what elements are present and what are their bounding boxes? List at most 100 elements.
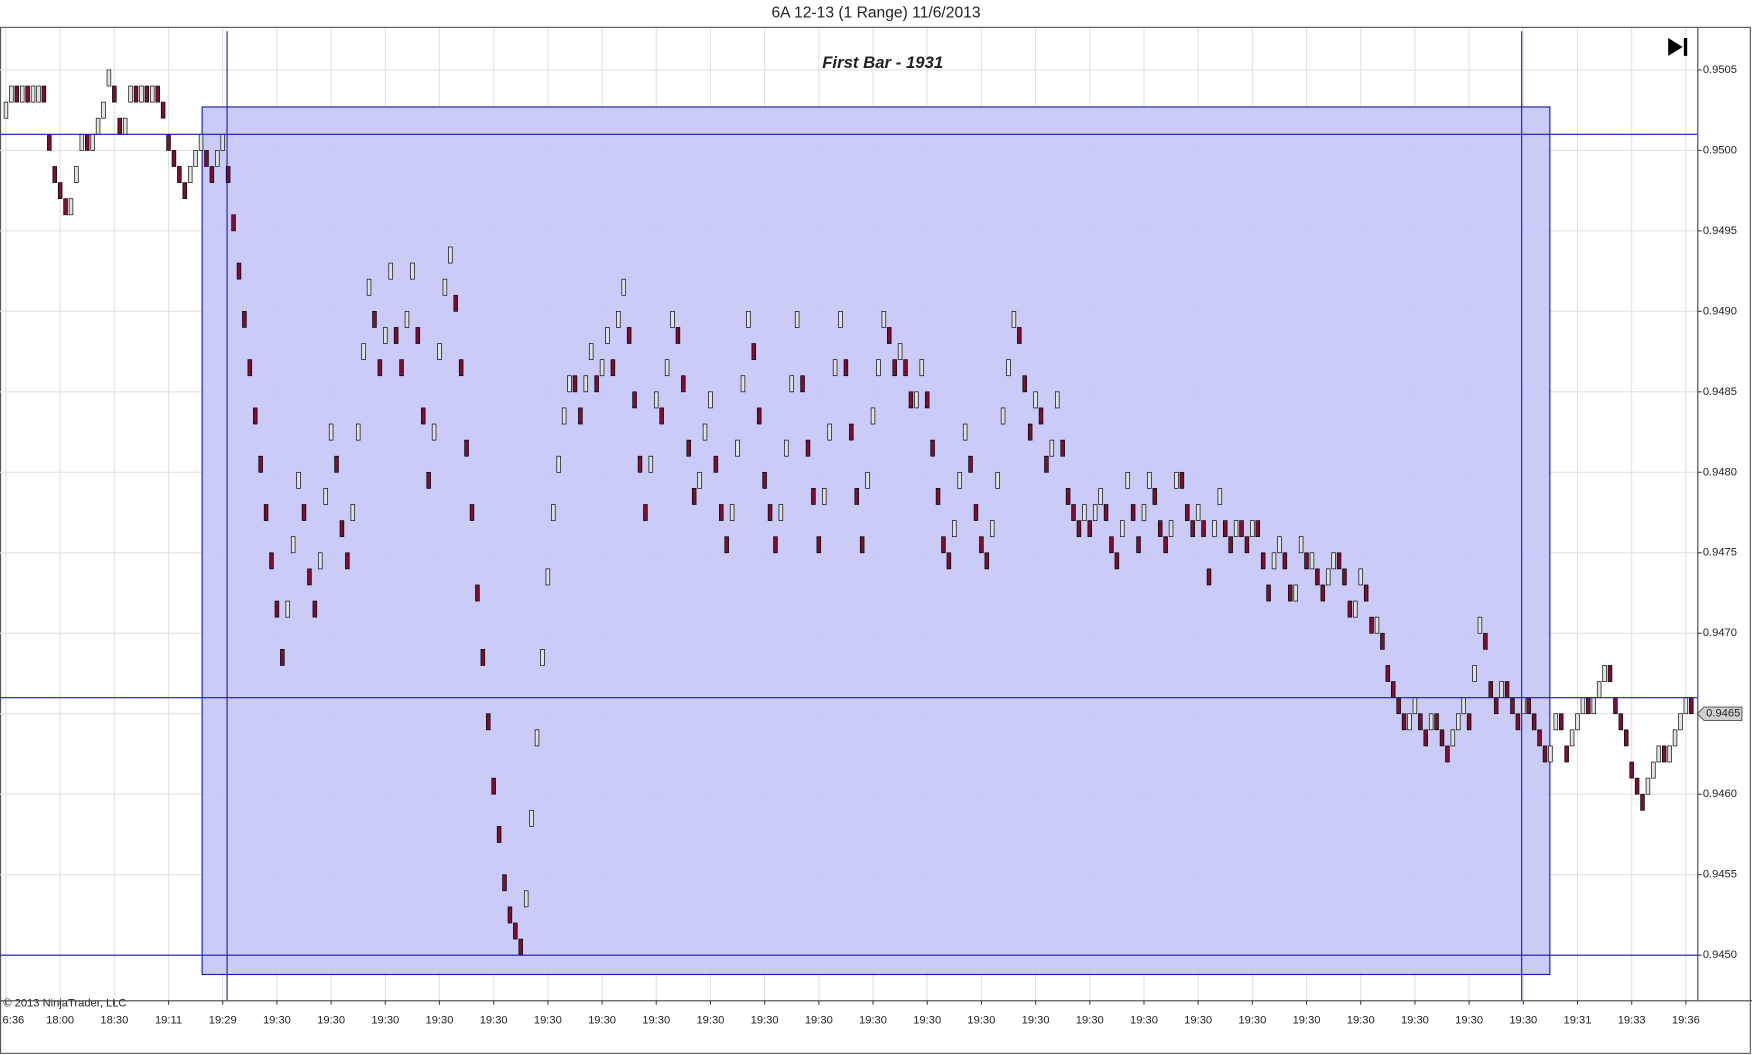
candle — [3, 101, 9, 119]
candle — [556, 455, 561, 473]
x-tick-label: 19:30 — [480, 1014, 508, 1026]
candle — [919, 359, 925, 377]
candle — [1244, 536, 1250, 554]
candle — [507, 906, 513, 924]
candle — [491, 777, 496, 795]
chart-title: 6A 12-13 (1 Range) 11/6/2013 — [771, 5, 980, 22]
candle — [941, 536, 946, 554]
candle — [1212, 520, 1217, 538]
candle — [453, 294, 458, 312]
candle — [1038, 407, 1044, 425]
candle — [1082, 504, 1087, 521]
candle — [1645, 777, 1651, 795]
candle — [393, 327, 399, 344]
x-tick-label: 19:30 — [1293, 1014, 1321, 1026]
candle — [1179, 471, 1185, 489]
candle — [209, 166, 215, 183]
candle — [1602, 665, 1607, 682]
candle — [334, 455, 339, 473]
candle — [914, 391, 919, 409]
candle — [1629, 761, 1634, 779]
candle — [1613, 697, 1618, 715]
candle — [648, 455, 654, 473]
candle — [1624, 729, 1629, 747]
candle — [220, 133, 225, 151]
candle — [567, 375, 572, 393]
candle — [626, 327, 632, 344]
candle — [767, 504, 773, 521]
candle — [1087, 520, 1093, 538]
candle — [1385, 665, 1391, 682]
candle — [1456, 713, 1461, 731]
scroll-end-button[interactable] — [1668, 37, 1688, 56]
candle — [307, 568, 312, 586]
candle — [740, 375, 746, 393]
candle — [90, 133, 95, 151]
candle — [1445, 745, 1450, 763]
candle — [247, 359, 253, 377]
candle — [1055, 391, 1060, 409]
candle — [876, 359, 881, 377]
candle — [610, 359, 616, 377]
candle — [659, 407, 664, 425]
candle — [1575, 713, 1580, 731]
x-tick-label: 19:30 — [1238, 1014, 1266, 1026]
candle — [1396, 697, 1401, 715]
candle — [903, 359, 908, 377]
candle — [469, 504, 475, 521]
candle — [1342, 568, 1347, 586]
candle — [713, 455, 719, 473]
candle — [1526, 697, 1531, 715]
y-tick-label: 0.9470 — [1703, 627, 1737, 639]
highlight-rectangle — [201, 106, 1551, 976]
candle — [253, 407, 258, 425]
candle — [605, 327, 610, 344]
candle — [897, 343, 903, 360]
candle — [962, 423, 968, 441]
candle — [1168, 520, 1174, 538]
candle — [930, 439, 935, 457]
candle — [561, 407, 567, 425]
candle — [1439, 729, 1445, 747]
candle — [1418, 713, 1423, 731]
y-tick-label: 0.9490 — [1703, 305, 1737, 317]
candle — [177, 166, 182, 183]
candle — [1277, 536, 1282, 554]
candle — [735, 439, 740, 457]
candle — [588, 343, 594, 360]
candle — [404, 311, 410, 328]
candle — [1071, 504, 1076, 521]
candle — [1466, 713, 1472, 731]
candle — [1651, 761, 1656, 779]
candle — [1672, 729, 1678, 747]
candle — [1363, 584, 1369, 602]
x-tick-label: 19:30 — [1401, 1014, 1429, 1026]
candle — [643, 504, 648, 521]
candle — [1114, 552, 1120, 570]
candle — [979, 536, 984, 554]
y-tick-label: 0.9480 — [1703, 466, 1737, 478]
candle — [236, 262, 242, 280]
candle — [756, 407, 762, 425]
candle — [654, 391, 659, 409]
candle — [1147, 471, 1152, 489]
candle — [1233, 520, 1239, 538]
candle — [1255, 520, 1260, 538]
candle — [296, 471, 301, 489]
candle — [290, 536, 296, 554]
candle — [182, 182, 188, 200]
y-tick-label: 0.9455 — [1703, 869, 1737, 881]
candle — [14, 85, 20, 103]
candle — [112, 85, 117, 103]
candle — [1309, 552, 1315, 570]
candle — [350, 504, 356, 521]
candle — [924, 391, 930, 409]
candle — [1477, 616, 1483, 634]
x-tick-label: 19:31 — [1564, 1014, 1592, 1026]
candle — [437, 343, 442, 360]
candle — [1163, 536, 1168, 554]
candle — [1564, 745, 1569, 763]
candle — [1358, 568, 1363, 586]
candle — [843, 359, 849, 377]
